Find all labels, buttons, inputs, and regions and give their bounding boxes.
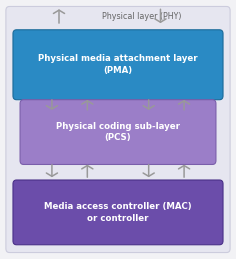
FancyBboxPatch shape [13, 180, 223, 245]
FancyBboxPatch shape [13, 30, 223, 100]
Text: Media access controller (MAC)
or controller: Media access controller (MAC) or control… [44, 202, 192, 223]
FancyBboxPatch shape [20, 100, 216, 164]
Text: Physical layer (PHY): Physical layer (PHY) [102, 12, 181, 21]
Text: Physical coding sub-layer
(PCS): Physical coding sub-layer (PCS) [56, 122, 180, 142]
Text: Physical media attachment layer
(PMA): Physical media attachment layer (PMA) [38, 54, 198, 75]
FancyBboxPatch shape [6, 6, 230, 253]
